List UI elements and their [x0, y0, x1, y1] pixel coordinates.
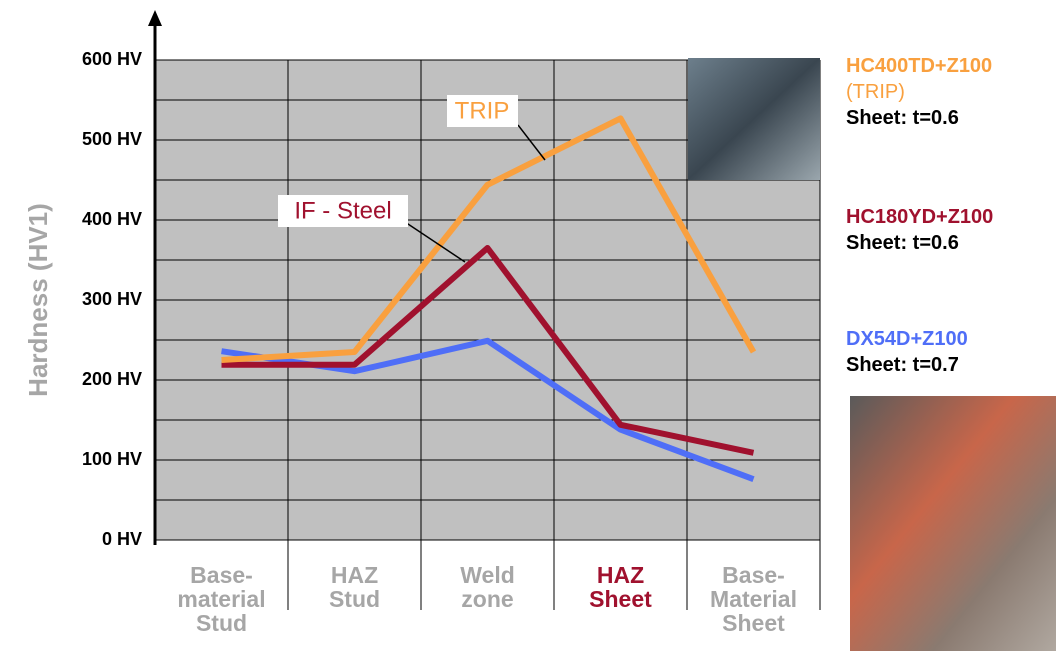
y-axis-title: Hardness (HV1)	[23, 203, 53, 397]
annotation-leader	[517, 124, 546, 161]
series-line	[221, 115, 757, 363]
annotation-box	[447, 95, 518, 127]
y-tick-label: 100 HV	[82, 449, 142, 469]
series-line	[221, 245, 755, 456]
x-tick-label: Base- material Stud	[177, 562, 266, 636]
legend-sheet: Sheet: t=0.7	[846, 354, 959, 376]
photo-welding	[850, 396, 1056, 651]
legend-name: HC180YD+Z100	[846, 206, 994, 228]
legend-entry: HC400TD+Z100 (TRIP) Sheet: t=0.6	[846, 53, 992, 131]
legend-name: HC400TD+Z100	[846, 55, 993, 77]
x-tick-label: HAZ Sheet	[589, 562, 652, 612]
y-tick-label: 600 HV	[82, 49, 142, 69]
x-tick-label: Weld zone	[460, 562, 515, 612]
legend-name: DX54D+Z100	[846, 328, 968, 350]
legend-subname: (TRIP)	[846, 81, 905, 103]
x-tick-label: HAZ Stud	[328, 562, 381, 612]
y-tick-label: 0 HV	[102, 529, 142, 549]
annotation-leader	[404, 221, 466, 263]
annotation: TRIP	[455, 97, 510, 124]
y-tick-label: 300 HV	[82, 289, 142, 309]
y-tick-label: 400 HV	[82, 209, 142, 229]
legend-entry: HC180YD+Z100 Sheet: t=0.6	[846, 204, 993, 256]
legend-sheet: Sheet: t=0.6	[846, 107, 959, 129]
annotation-box	[278, 195, 408, 227]
annotation: IF - Steel	[294, 197, 391, 224]
photo-stud	[688, 58, 820, 180]
axis-arrow	[148, 10, 162, 26]
x-tick-label: Base- Material Sheet	[710, 562, 797, 636]
y-tick-label: 500 HV	[82, 129, 142, 149]
y-tick-label: 200 HV	[82, 369, 142, 389]
legend-entry: DX54D+Z100 Sheet: t=0.7	[846, 326, 968, 378]
legend-sheet: Sheet: t=0.6	[846, 232, 959, 254]
